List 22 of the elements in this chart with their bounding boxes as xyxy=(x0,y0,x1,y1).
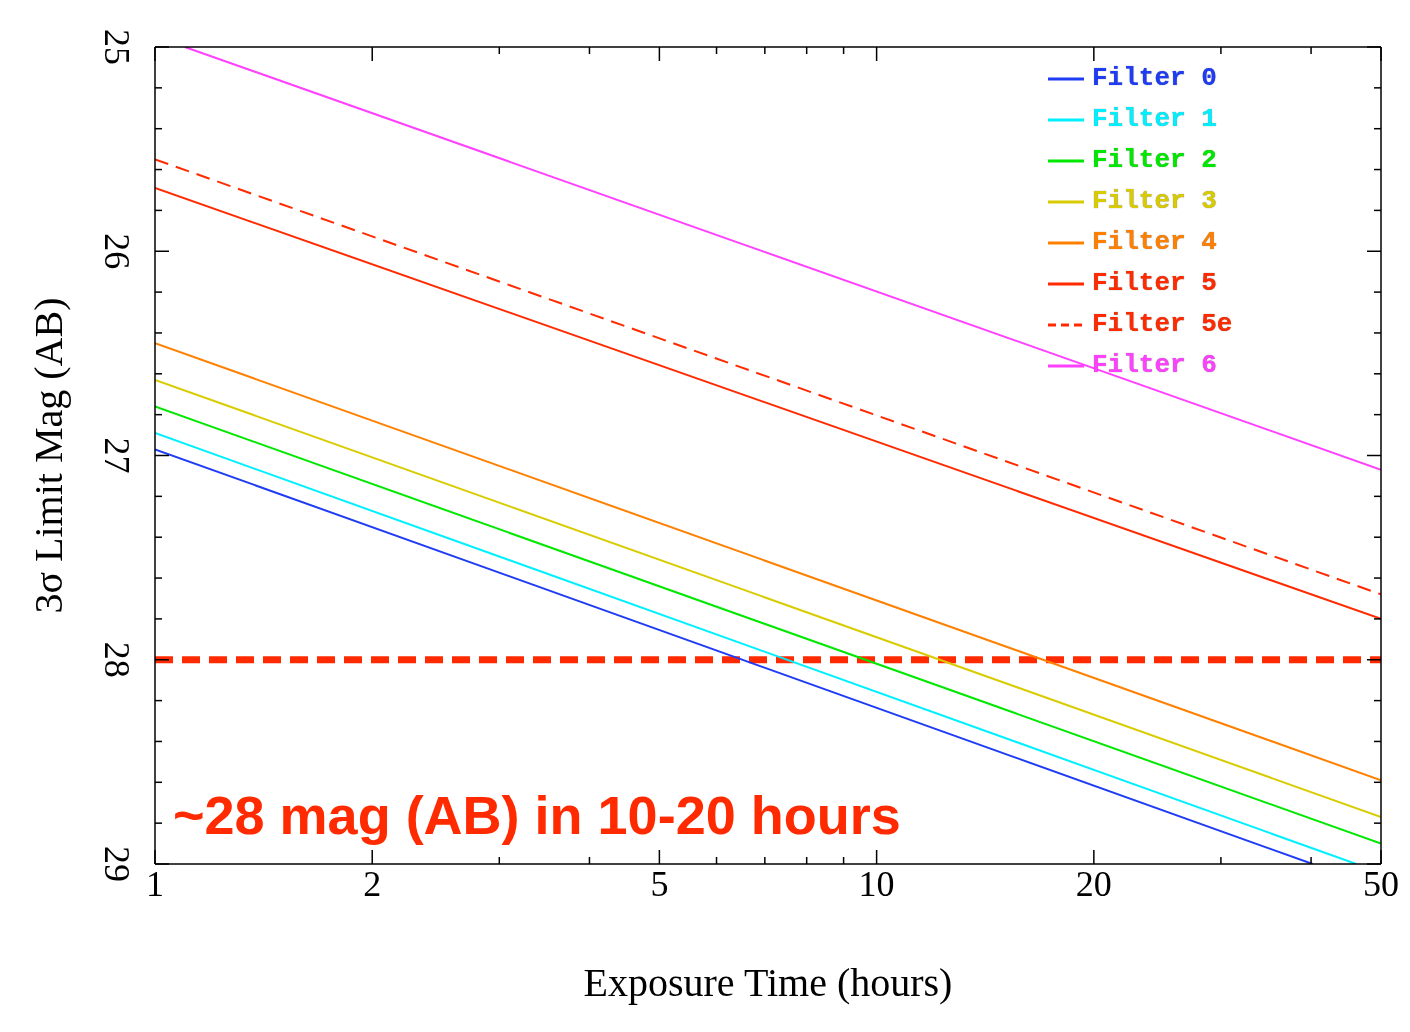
legend-label: Filter 4 xyxy=(1092,226,1217,259)
x-tick-label: 1 xyxy=(146,864,164,904)
y-tick-label: 25 xyxy=(97,29,137,65)
y-tick-label: 28 xyxy=(97,641,137,678)
x-tick-label: 10 xyxy=(858,864,895,904)
legend-label: Filter 1 xyxy=(1092,103,1217,136)
legend-label: Filter 2 xyxy=(1092,144,1217,177)
legend-label: Filter 0 xyxy=(1092,62,1217,95)
y-tick-label: 27 xyxy=(97,437,137,474)
legend-label: Filter 5e xyxy=(1092,308,1233,341)
x-tick-label: 20 xyxy=(1075,864,1112,904)
legend-label: Filter 5 xyxy=(1092,267,1217,300)
y-tick-label: 29 xyxy=(97,846,137,882)
x-axis-title: Exposure Time (hours) xyxy=(583,960,953,1005)
x-tick-label: 50 xyxy=(1363,864,1399,904)
y-axis-title: 3σ Limit Mag (AB) xyxy=(26,297,72,614)
x-tick-label: 5 xyxy=(650,864,669,904)
y-tick-label: 26 xyxy=(97,233,137,270)
x-tick-label: 2 xyxy=(363,864,382,904)
legend-label: Filter 3 xyxy=(1092,185,1217,218)
legend-label: Filter 6 xyxy=(1092,349,1217,382)
annotation: ~28 mag (AB) in 10-20 hours xyxy=(173,784,901,846)
